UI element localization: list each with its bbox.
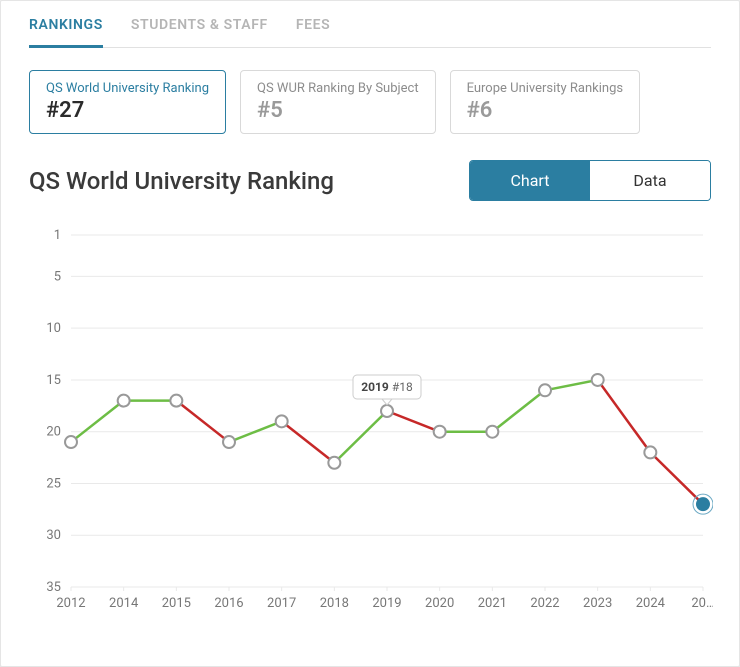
chart-segment (650, 452, 703, 504)
y-tick-label: 30 (46, 528, 61, 543)
chart-tooltip-text: 2019 #18 (361, 380, 413, 394)
chart-segment (598, 380, 651, 452)
chart-title: QS World University Ranking (29, 167, 334, 195)
chart-segment (545, 380, 598, 390)
y-tick-label: 1 (54, 228, 61, 243)
y-tick-label: 35 (46, 580, 61, 595)
x-tick-label: 2024 (636, 596, 666, 611)
rank-box-1[interactable]: QS WUR Ranking By Subject #5 (240, 70, 436, 134)
chart-point[interactable] (276, 415, 288, 427)
chart-point[interactable] (223, 436, 235, 448)
x-tick-label: 2015 (162, 596, 191, 611)
x-tick-label: 2017 (267, 596, 296, 611)
chart-header-row: QS World University Ranking Chart Data (29, 160, 711, 201)
chart-point[interactable] (328, 457, 340, 469)
chart-segment (176, 401, 229, 442)
ranking-chart: 1510152025303520122014201520162017201820… (29, 219, 711, 619)
x-tick-label: 2012 (56, 596, 85, 611)
chart-segment (282, 421, 335, 462)
chart-segment (334, 411, 387, 463)
chart-point[interactable] (644, 446, 656, 458)
x-tick-label: 2019 (372, 596, 401, 611)
view-data-button[interactable]: Data (590, 161, 710, 200)
rank-box-2[interactable]: Europe University Rankings #6 (450, 70, 641, 134)
chart-point[interactable] (486, 426, 498, 438)
ranking-metric-boxes: QS World University Ranking #27 QS WUR Ran… (29, 70, 711, 134)
y-tick-label: 5 (54, 269, 61, 284)
chart-svg: 1510152025303520122014201520162017201820… (29, 219, 713, 619)
chart-point[interactable] (381, 405, 393, 417)
x-tick-label: 2022 (530, 596, 559, 611)
tab-fees[interactable]: FEES (296, 1, 330, 47)
tab-rankings[interactable]: RANKINGS (29, 1, 103, 48)
chart-segment (387, 411, 440, 432)
rank-box-label: QS World University Ranking (46, 81, 209, 96)
rank-box-0[interactable]: QS World University Ranking #27 (29, 70, 226, 134)
y-tick-label: 25 (46, 476, 61, 491)
chart-point[interactable] (434, 426, 446, 438)
chart-point[interactable] (170, 395, 182, 407)
rank-box-label: Europe University Rankings (467, 81, 624, 96)
x-tick-label: 2020 (425, 596, 454, 611)
rank-box-label: QS WUR Ranking By Subject (257, 81, 419, 96)
rank-box-value: #5 (257, 98, 419, 123)
chart-point-current[interactable] (697, 498, 709, 510)
y-tick-label: 20 (46, 425, 61, 440)
y-tick-label: 10 (46, 321, 61, 336)
rank-box-value: #6 (467, 98, 624, 123)
chart-segment (71, 401, 124, 442)
x-tick-label: 2014 (109, 596, 139, 611)
rank-box-value: #27 (46, 98, 209, 123)
chart-point[interactable] (65, 436, 77, 448)
chart-segment (492, 390, 545, 431)
view-chart-button[interactable]: Chart (470, 161, 590, 200)
x-tick-label: 20… (691, 596, 713, 611)
x-tick-label: 2018 (320, 596, 349, 611)
view-toggle: Chart Data (469, 160, 711, 201)
tab-students-staff[interactable]: STUDENTS & STAFF (131, 1, 268, 47)
y-tick-label: 15 (46, 373, 61, 388)
x-tick-label: 2016 (214, 596, 243, 611)
chart-tooltip-arrow (382, 399, 392, 405)
main-tabs: RANKINGS STUDENTS & STAFF FEES (29, 1, 711, 48)
chart-point[interactable] (118, 395, 130, 407)
x-tick-label: 2023 (583, 596, 612, 611)
ranking-card: RANKINGS STUDENTS & STAFF FEES QS World Un… (0, 0, 740, 667)
x-tick-label: 2021 (478, 596, 507, 611)
chart-point[interactable] (592, 374, 604, 386)
chart-point[interactable] (539, 384, 551, 396)
